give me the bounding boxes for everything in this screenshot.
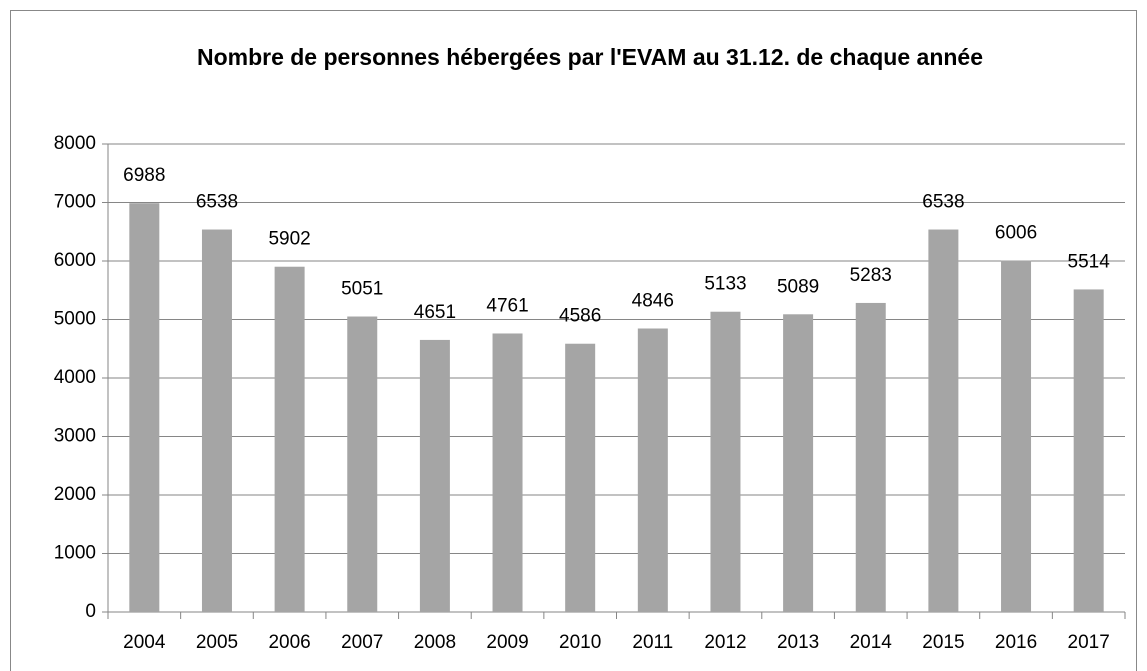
x-tick-label: 2012 [704,632,746,653]
data-label: 5089 [777,276,819,297]
bar [928,229,959,613]
data-label: 4651 [414,302,456,323]
y-tick-label: 8000 [54,133,96,154]
y-tick-label: 2000 [54,484,96,505]
data-label: 5902 [268,229,310,250]
bar [201,229,232,613]
bar [274,266,305,612]
y-tick-label: 3000 [54,426,96,447]
y-tick-label: 0 [85,601,96,622]
x-tick-label: 2005 [196,632,238,653]
x-tick-label: 2015 [922,632,964,653]
y-tick-label: 6000 [54,250,96,271]
bar [710,311,741,612]
chart-title: Nombre de personnes hébergées par l'EVAM… [196,44,984,70]
x-tick-label: 2010 [559,632,601,653]
x-tick-label: 2013 [777,632,819,653]
data-label: 6988 [123,165,165,186]
bar [1001,260,1032,612]
data-label: 6006 [995,223,1037,244]
x-tick-label: 2006 [268,632,310,653]
y-tick-label: 5000 [54,309,96,330]
bar [637,328,668,612]
data-label: 4586 [559,306,601,327]
data-label: 5051 [341,279,383,300]
data-label: 4846 [632,291,674,312]
x-tick-label: 2017 [1068,632,1110,653]
bar [347,316,378,612]
bar [565,343,596,612]
x-tick-label: 2014 [850,632,893,653]
y-tick-label: 4000 [54,367,96,388]
x-tick-label: 2008 [414,632,456,653]
data-label: 4761 [486,295,528,316]
x-tick-label: 2011 [632,632,673,653]
data-label: 5283 [850,265,892,286]
x-tick-label: 2004 [123,632,166,653]
x-tick-label: 2016 [995,632,1037,653]
x-tick-label: 2009 [486,632,528,653]
data-label: 6538 [196,192,238,213]
data-label: 6538 [922,192,964,213]
bar [855,302,886,612]
x-tick-label: 2007 [341,632,383,653]
data-label: 5133 [704,274,746,295]
y-tick-label: 7000 [54,192,96,213]
bar [419,339,450,612]
y-tick-label: 1000 [54,543,96,564]
data-label: 5514 [1068,251,1111,272]
bar [129,203,160,612]
bar [1073,289,1104,612]
bar [783,314,814,612]
bar [492,333,523,612]
